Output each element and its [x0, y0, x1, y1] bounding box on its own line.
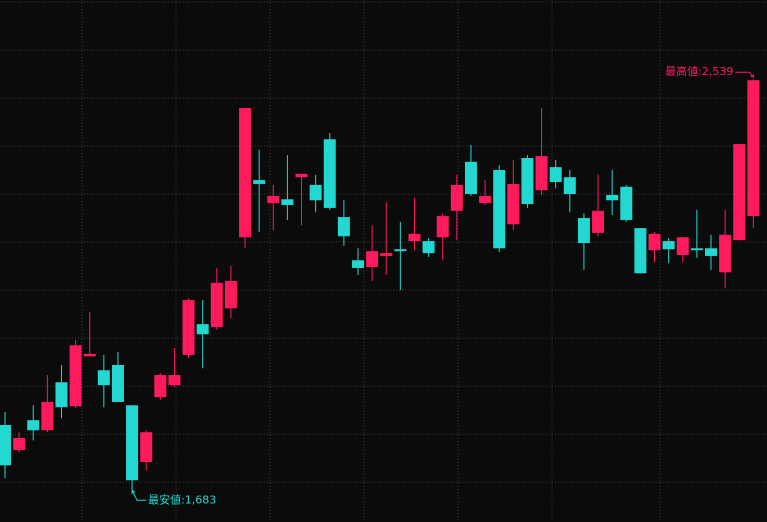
candle-body [323, 139, 336, 208]
candle-body [352, 260, 364, 268]
candle-body [634, 228, 647, 274]
candle-body [210, 282, 223, 328]
candle-body [690, 248, 703, 251]
candle-body [592, 210, 605, 233]
candle-body [337, 217, 350, 237]
candle-body [27, 420, 40, 431]
candle-body [648, 233, 661, 251]
candle-body [55, 382, 68, 408]
candle-body [620, 186, 633, 220]
candle-body [719, 234, 732, 273]
high-arrow [735, 71, 754, 78]
candle-body [13, 437, 26, 450]
low-arrow [131, 489, 147, 501]
candle-body [0, 424, 11, 466]
candle-body [662, 241, 675, 250]
candle-body [577, 218, 590, 243]
low-annotation: 最安値:1,683 [148, 492, 216, 506]
candle-body [450, 184, 463, 211]
candle-body [267, 195, 280, 204]
candle-body [366, 251, 379, 268]
candle-body [676, 237, 689, 255]
candle-body [239, 108, 252, 238]
candle-body [281, 199, 294, 206]
candle-body [140, 432, 153, 462]
candle-body [408, 233, 421, 242]
candle-body [69, 345, 82, 407]
candle-body [41, 401, 54, 431]
candle-body [154, 375, 167, 398]
candle-body [309, 184, 322, 201]
candle-body [705, 248, 717, 256]
candle-body [747, 80, 760, 217]
candle-body [111, 364, 124, 402]
candle-body [521, 157, 534, 205]
candle-body [97, 370, 110, 386]
candle-body [422, 241, 435, 254]
candle-body [733, 144, 746, 241]
candle-body [394, 249, 407, 252]
candle-body [295, 173, 308, 178]
candle-body [436, 216, 449, 238]
candle-body [479, 195, 492, 204]
candle-body [380, 253, 393, 256]
candle-body [606, 194, 619, 201]
candle-body [563, 177, 576, 195]
candle-body [168, 375, 181, 386]
candle-body [253, 180, 266, 184]
candle-body [83, 353, 96, 357]
candle-body [549, 167, 562, 183]
candle-body [464, 161, 477, 195]
candle-body [126, 405, 139, 481]
candle-body [507, 183, 520, 225]
high-annotation: 最高値:2,539 [665, 64, 733, 78]
candle-body [196, 324, 209, 335]
candle-body [493, 169, 506, 249]
candle-body [224, 280, 237, 309]
candle-body [535, 156, 548, 191]
candle-body [182, 300, 195, 355]
